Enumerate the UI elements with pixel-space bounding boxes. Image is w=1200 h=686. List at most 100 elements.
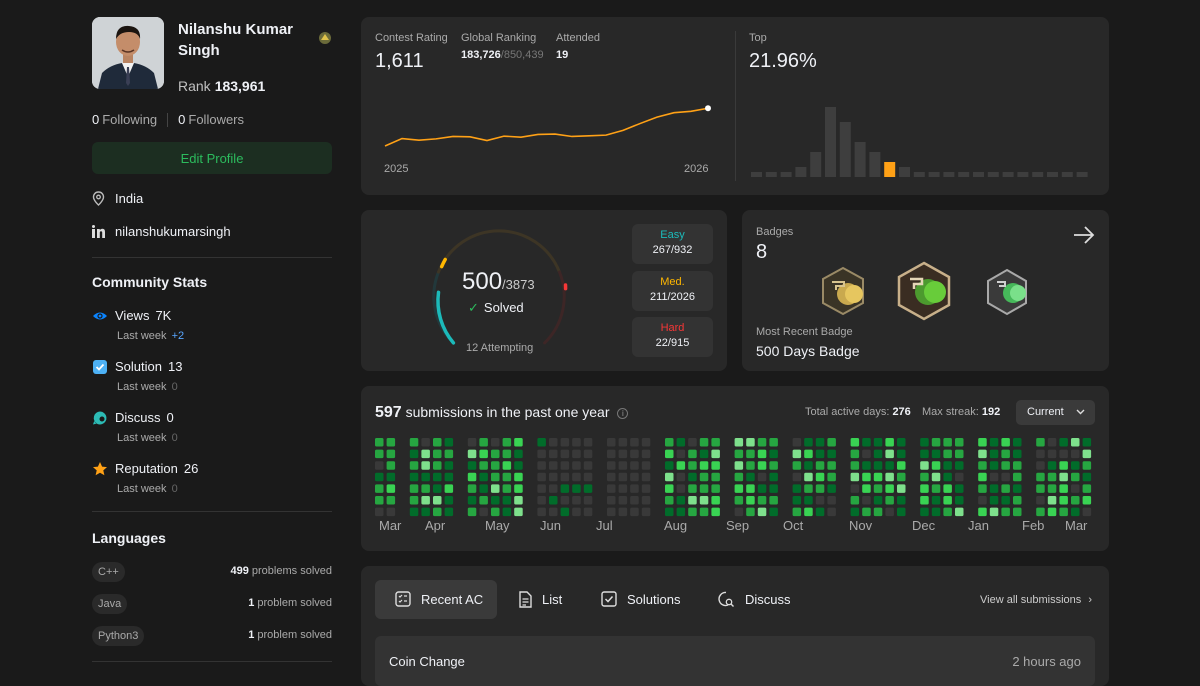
- heatmap-cell: [874, 461, 883, 470]
- heatmap-cell: [468, 484, 477, 493]
- global-ranking-label: Global Ranking: [461, 32, 536, 44]
- heatmap-cell: [978, 473, 987, 482]
- location: India: [92, 191, 143, 206]
- month-label: Nov: [849, 518, 872, 533]
- histogram-bar: [855, 142, 866, 177]
- heatmap-cell: [827, 473, 836, 482]
- heatmap-cell: [897, 473, 906, 482]
- heatmap-cell: [711, 484, 720, 493]
- submission-row[interactable]: Coin Change 2 hours ago: [375, 636, 1095, 686]
- language-tag[interactable]: Python3: [92, 626, 144, 646]
- heatmap-cell: [932, 461, 941, 470]
- heatmap-cell: [468, 438, 477, 447]
- heatmap-cell: [630, 508, 639, 516]
- histogram-bar: [943, 172, 954, 177]
- heatmap-cell: [990, 438, 999, 447]
- heatmap-cell: [503, 438, 512, 447]
- contest-rating: 1,611: [375, 50, 424, 73]
- heatmap-cell: [421, 461, 430, 470]
- solution-icon: [92, 359, 108, 375]
- attempting-label: 12 Attempting: [466, 342, 533, 354]
- histogram-bar: [1032, 172, 1043, 177]
- view-all-submissions-link[interactable]: View all submissions ›: [980, 594, 1092, 606]
- recent-ac-icon: [395, 591, 411, 607]
- following-label[interactable]: Following: [102, 112, 157, 127]
- following-count[interactable]: 0: [92, 112, 99, 127]
- divider: [167, 113, 168, 127]
- heatmap-cell: [874, 450, 883, 459]
- submission-heatmap[interactable]: [375, 438, 1095, 518]
- heatmap-cell: [1013, 484, 1022, 493]
- heatmap-cell: [920, 496, 929, 505]
- heatmap-cell: [955, 473, 964, 482]
- heatmap-cell: [1001, 450, 1010, 459]
- x-tick-end: 2026: [684, 163, 708, 175]
- avatar[interactable]: [92, 17, 164, 89]
- star-icon: [92, 461, 108, 477]
- heatmap-cell: [1036, 450, 1045, 459]
- heatmap-cell: [677, 450, 686, 459]
- problem-title[interactable]: Coin Change: [389, 654, 465, 669]
- heatmap-cell: [1013, 473, 1022, 482]
- heatmap-cell: [688, 473, 697, 482]
- heatmap-cell: [572, 496, 581, 505]
- heatmap-cell: [665, 484, 674, 493]
- heatmap-cell: [387, 461, 396, 470]
- divider: [92, 511, 332, 512]
- heatmap-cell: [421, 508, 430, 516]
- ranking-histogram[interactable]: [751, 99, 1091, 179]
- rating-line-chart[interactable]: [375, 87, 721, 167]
- info-icon[interactable]: i: [617, 408, 628, 419]
- heatmap-cell: [1083, 496, 1092, 505]
- 50-days-badge-icon[interactable]: [983, 268, 1031, 316]
- linkedin[interactable]: nilanshukumarsingh: [92, 224, 231, 239]
- arrow-right-icon[interactable]: [1073, 226, 1095, 244]
- heatmap-cell: [793, 508, 802, 516]
- heatmap-cell: [642, 461, 651, 470]
- heatmap-cell: [607, 508, 616, 516]
- tab-list[interactable]: List: [518, 580, 562, 618]
- heatmap-cell: [688, 508, 697, 516]
- tab-recent-ac[interactable]: Recent AC: [395, 580, 483, 618]
- difficulty-easy[interactable]: Easy 267/932: [632, 224, 713, 264]
- tab-solutions[interactable]: Solutions: [601, 580, 680, 618]
- heatmap-cell: [804, 438, 813, 447]
- range-select[interactable]: Current: [1016, 400, 1095, 425]
- followers-count[interactable]: 0: [178, 112, 185, 127]
- heatmap-cell: [862, 473, 871, 482]
- histogram-bar: [914, 172, 925, 177]
- heatmap-cell: [1059, 508, 1068, 516]
- language-tag[interactable]: Java: [92, 594, 127, 614]
- difficulty-hard[interactable]: Hard 22/915: [632, 317, 713, 357]
- 500-days-badge-icon[interactable]: [894, 261, 954, 321]
- heatmap-cell: [746, 473, 755, 482]
- heatmap-cell: [677, 461, 686, 470]
- tab-discuss[interactable]: Discuss: [718, 580, 791, 618]
- heatmap-cell: [758, 461, 767, 470]
- knight-badge-icon[interactable]: [318, 31, 332, 45]
- heatmap-cell: [677, 496, 686, 505]
- month-label: Mar: [1065, 518, 1087, 533]
- heatmap-cell: [387, 508, 396, 516]
- followers-label[interactable]: Followers: [188, 112, 244, 127]
- follow-stats: 0 Following 0 Followers: [92, 112, 244, 127]
- heatmap-cell: [769, 484, 778, 493]
- heatmap-cell: [1048, 450, 1057, 459]
- heatmap-cell: [433, 450, 442, 459]
- histogram-bar: [884, 162, 895, 177]
- heatmap-cell: [1036, 438, 1045, 447]
- 365-days-badge-icon[interactable]: [818, 266, 868, 316]
- heatmap-cell: [1013, 438, 1022, 447]
- heatmap-cell: [990, 473, 999, 482]
- difficulty-medium[interactable]: Med. 211/2026: [632, 271, 713, 311]
- edit-profile-button[interactable]: Edit Profile: [92, 142, 332, 174]
- heatmap-cell: [700, 473, 709, 482]
- histogram-bar: [988, 172, 999, 177]
- heatmap-cell: [978, 484, 987, 493]
- heatmap-cell: [758, 484, 767, 493]
- heatmap-cell: [816, 438, 825, 447]
- heatmap-cell: [711, 496, 720, 505]
- language-tag[interactable]: C++: [92, 562, 125, 582]
